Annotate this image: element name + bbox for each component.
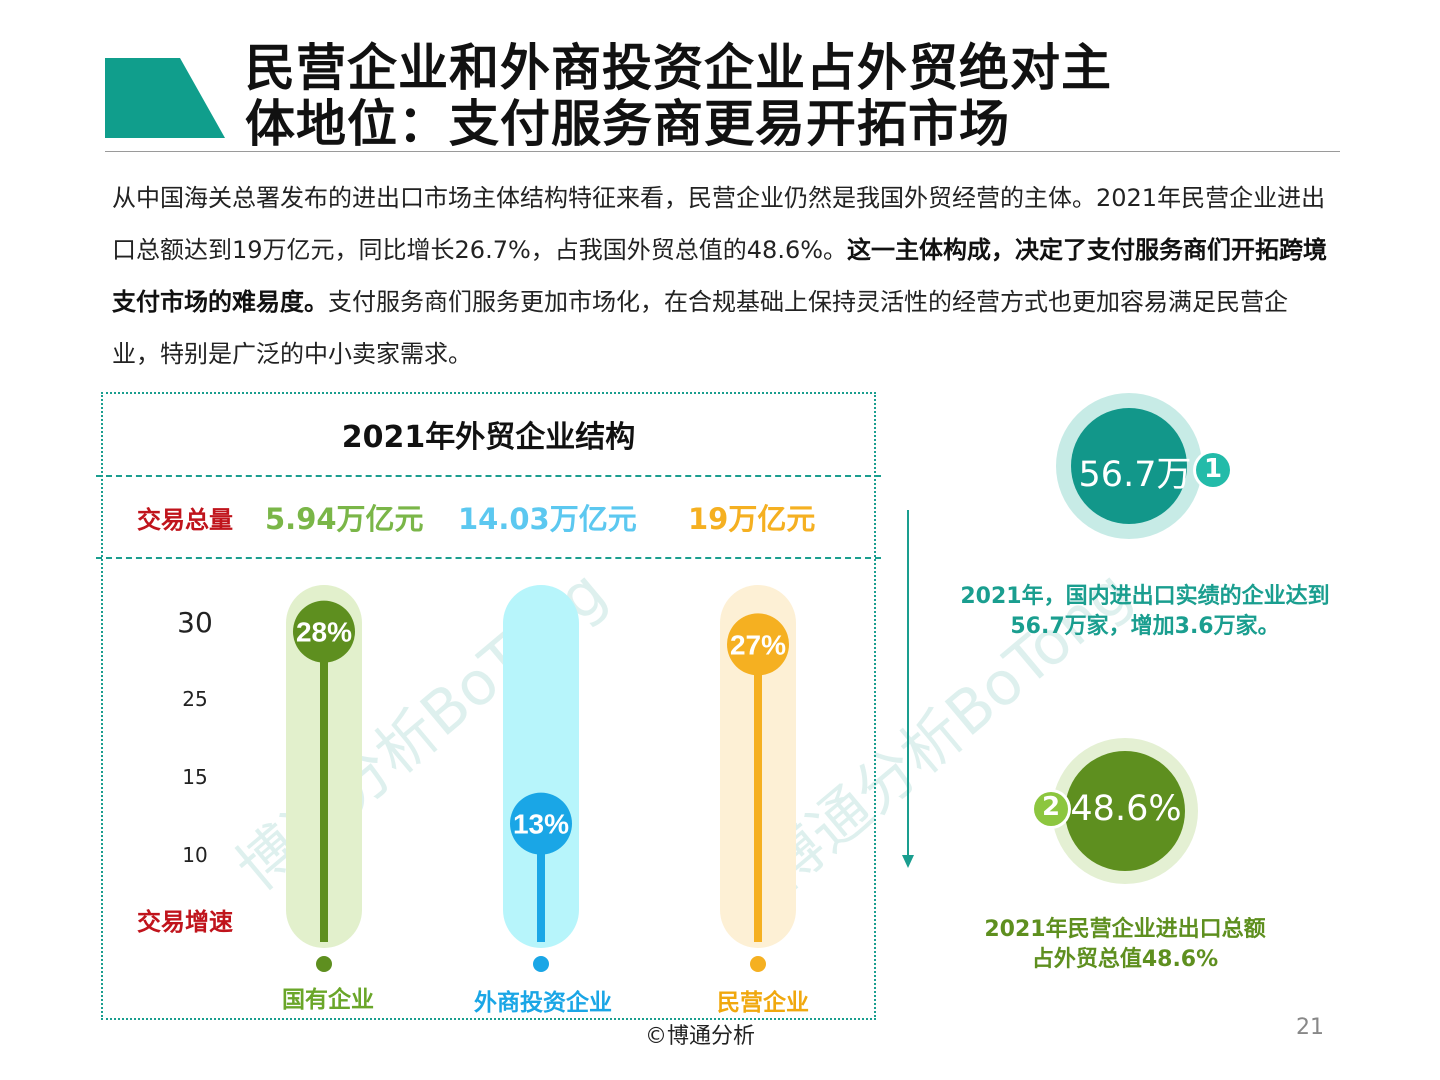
stat-caption-2: 2021年民营企业进出口总额 占外贸总值48.6% [925, 915, 1325, 975]
category-label-state: 国有企业 [282, 987, 374, 1013]
bar-value-label: 27% [730, 629, 786, 660]
category-dot [316, 956, 332, 972]
stat-circle-2-value: 48.6% [1070, 789, 1182, 829]
bar-group-0: 28% [286, 585, 362, 972]
stat-circle-1 [1056, 393, 1233, 539]
page-title-line1: 民营企业和外商投资企业占外贸绝对主 [245, 39, 1112, 97]
page-title-line2: 体地位：支付服务商更易开拓市场 [245, 95, 1010, 153]
stat-caption-2-line1: 2021年民营企业进出口总额 [984, 917, 1266, 942]
volume-label: 交易总量 [137, 506, 233, 534]
y-tick-label: 10 [182, 843, 208, 867]
category-label-private: 民营企业 [717, 990, 809, 1016]
bar-value-marker [293, 600, 355, 663]
volume-state: 5.94万亿元 [265, 502, 424, 536]
bar-value-label: 28% [296, 617, 352, 648]
volume-foreign: 14.03万亿元 [458, 502, 637, 536]
bar-value-marker [727, 613, 789, 676]
stat-badge-1: 1 [1203, 454, 1223, 484]
page-number: 21 [1296, 1015, 1324, 1040]
intro-text-2: 支付服务商们服务更加市场化，在合规基础上保持灵活性的经营方式也更加容易满足民营企… [112, 288, 1288, 368]
y-tick-label: 15 [182, 765, 208, 789]
intro-paragraph: 从中国海关总署发布的进出口市场主体结构特征来看，民营企业仍然是我国外贸经营的主体… [112, 172, 1332, 380]
title-accent-shape [105, 58, 225, 138]
panel-divider-bottom [96, 557, 881, 559]
stat-caption-1: 2021年，国内进出口实绩的企业达到 56.7万家，增加3.6万家。 [935, 582, 1355, 642]
bar-group-1: 13% [503, 585, 579, 972]
stat-circle-2 [1031, 738, 1198, 884]
bar-value-marker [510, 792, 572, 855]
chart-panel [101, 392, 876, 1020]
stat-caption-1-line1: 2021年，国内进出口实绩的企业达到 [960, 584, 1330, 609]
intro-bold-text: 这一主体构成，决定了支付服务商们开拓跨境支付市场的难易度。 [112, 236, 1328, 316]
category-dot [750, 956, 766, 972]
intro-text-1: 从中国海关总署发布的进出口市场主体结构特征来看，民营企业仍然是我国外贸经营的主体… [112, 184, 1326, 264]
stat-caption-2-line2: 占外贸总值48.6% [1031, 947, 1219, 972]
stat-caption-1-line2: 56.7万家，增加3.6万家。 [1010, 614, 1280, 639]
category-dot [533, 956, 549, 972]
y-tick-label: 30 [177, 606, 213, 639]
chart-title: 2021年外贸企业结构 [341, 420, 636, 455]
panel-divider-top [96, 475, 881, 477]
category-label-foreign: 外商投资企业 [474, 990, 612, 1016]
bar-track [503, 585, 579, 948]
volume-private: 19万亿元 [688, 502, 816, 536]
bar-value-label: 13% [513, 809, 569, 840]
bar-group-2: 27% [720, 585, 796, 972]
page-title: 民营企业和外商投资企业占外贸绝对主 体地位：支付服务商更易开拓市场 [245, 40, 1325, 152]
down-arrow [902, 510, 914, 868]
title-divider [105, 151, 1340, 152]
stat-badge-2: 2 [1041, 792, 1061, 822]
y-tick-label: 25 [182, 687, 208, 711]
stat-circle-1-value: 56.7万 [1078, 455, 1192, 495]
rate-label: 交易增速 [137, 908, 233, 936]
copyright: ©博通分析 [644, 1024, 755, 1049]
